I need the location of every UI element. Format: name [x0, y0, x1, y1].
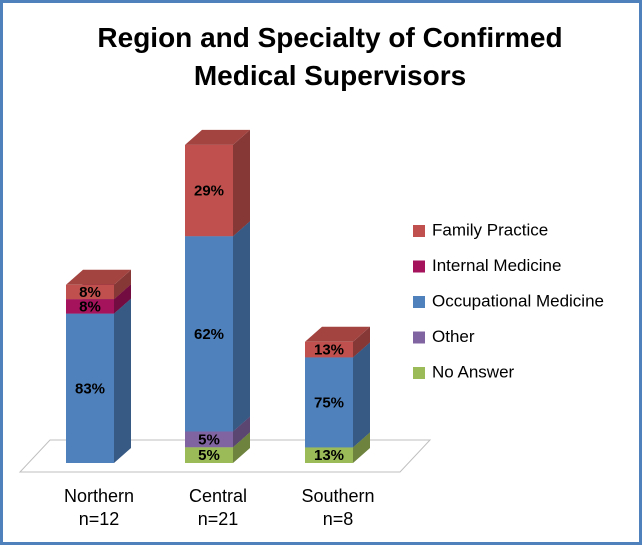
bar-segment	[66, 284, 114, 300]
legend-label: Other	[432, 327, 475, 346]
data-label: 13%	[314, 447, 344, 464]
bar-side	[233, 416, 250, 448]
data-label: 75%	[314, 394, 344, 411]
bar-side	[233, 432, 250, 463]
bar-side	[114, 298, 131, 463]
bar-segment	[305, 357, 353, 448]
bar-segment	[185, 236, 233, 432]
data-label: 5%	[198, 431, 220, 448]
bar-segment	[305, 341, 353, 358]
chart-title: Region and Specialty of Confirmed Medical…	[97, 22, 562, 91]
bar-segment	[185, 431, 233, 448]
legend-label: Internal Medicine	[432, 256, 561, 275]
bar-segment	[305, 447, 353, 463]
legend-swatch	[413, 260, 425, 273]
data-label: 83%	[75, 380, 105, 397]
bar-segment	[66, 313, 114, 463]
bar-segment	[66, 299, 114, 314]
bar-segment	[185, 447, 233, 463]
legend-label: Family Practice	[432, 220, 548, 239]
bar-top	[185, 129, 250, 145]
bar-side	[114, 284, 131, 314]
data-label: 29%	[194, 182, 224, 199]
data-label: 5%	[198, 447, 220, 464]
bar-side	[114, 269, 131, 300]
legend-swatch	[413, 331, 425, 344]
bar-side	[233, 129, 250, 237]
bar-segment	[185, 144, 233, 237]
data-label: 13%	[314, 342, 344, 359]
x-tick-sublabel: n=21	[198, 509, 239, 529]
data-label: 8%	[79, 298, 101, 315]
bar-side	[353, 342, 370, 448]
bar-side	[353, 432, 370, 463]
legend-swatch	[413, 367, 425, 379]
x-tick-sublabel: n=12	[79, 509, 120, 529]
bar-top	[305, 326, 370, 342]
bar-side	[353, 326, 370, 358]
legend-label: Occupational Medicine	[432, 291, 604, 310]
x-tick-sublabel: n=8	[323, 509, 354, 529]
data-label: 8%	[79, 284, 101, 301]
x-tick-label: Southern	[301, 486, 374, 506]
x-tick-label: Central	[189, 486, 247, 506]
data-label: 62%	[194, 326, 224, 343]
legend-swatch	[413, 296, 425, 308]
x-tick-label: Northern	[64, 486, 134, 506]
bar-top	[66, 269, 131, 285]
bar-side	[233, 221, 250, 432]
legend-label: No Answer	[432, 362, 515, 381]
legend-swatch	[413, 225, 425, 237]
